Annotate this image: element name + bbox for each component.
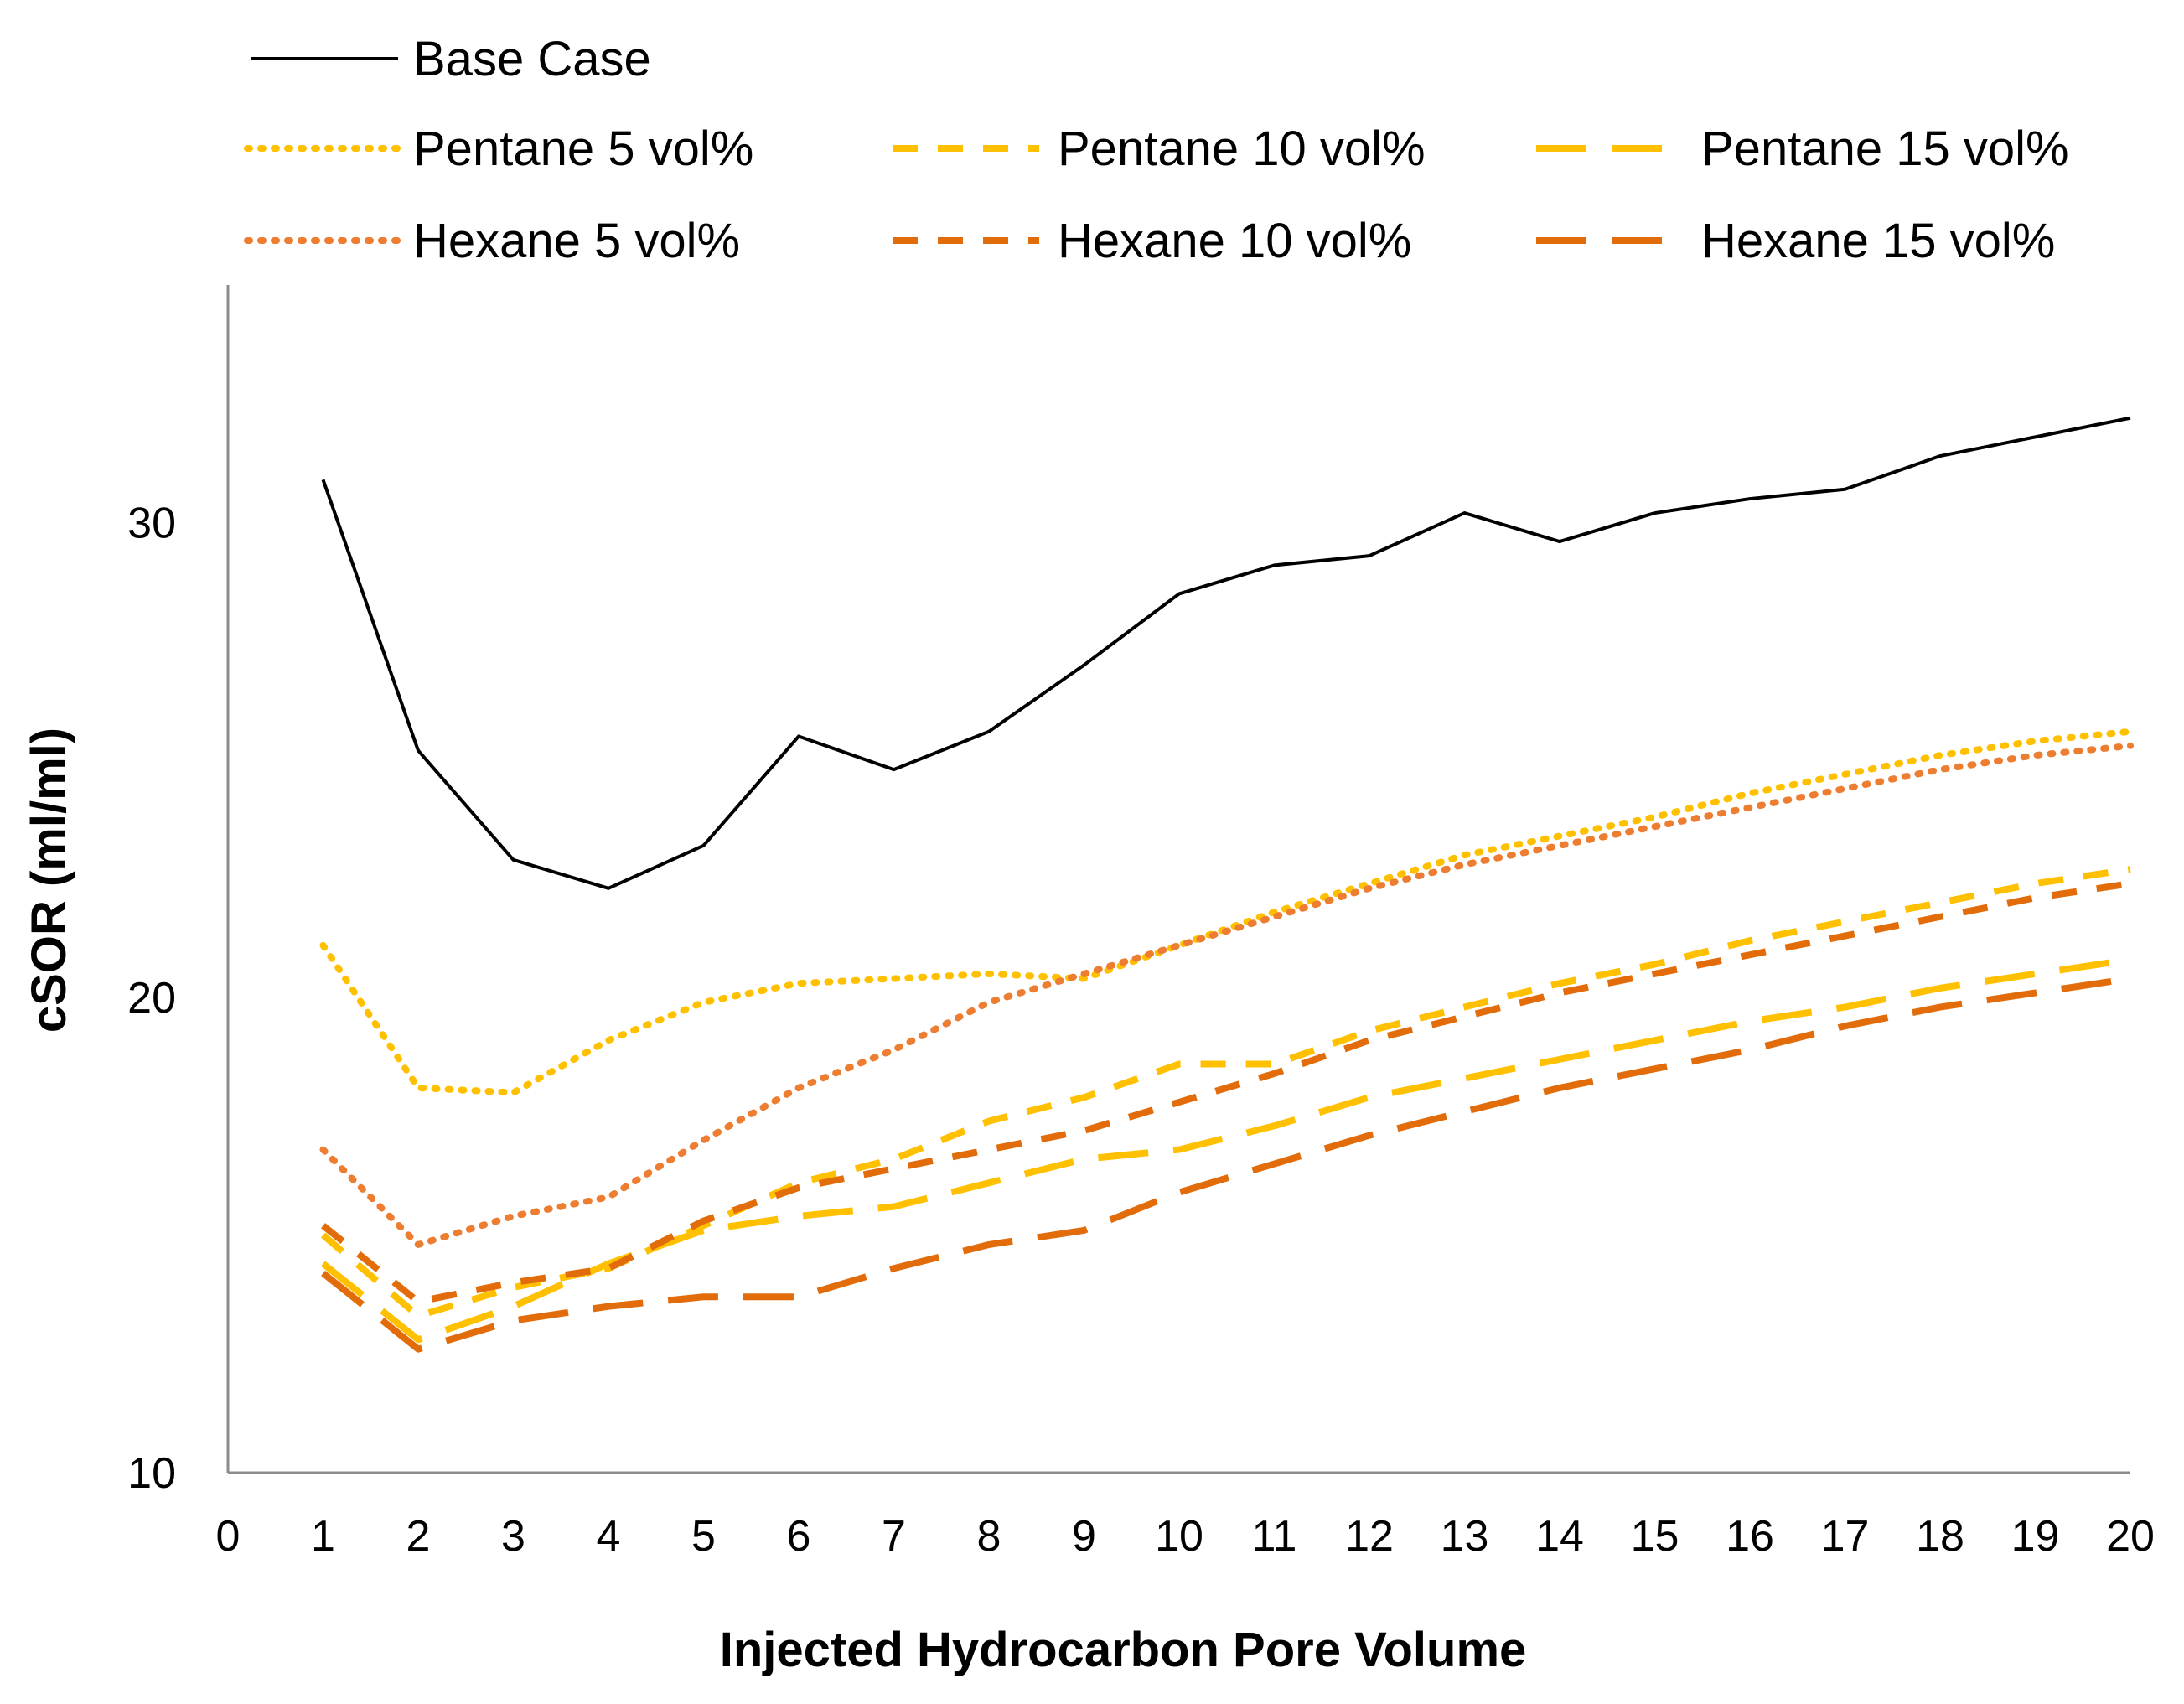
legend: Base Case Pentane 5 vol% Pentane 10 vol%…: [244, 32, 2069, 268]
series-line-base-case: [321, 416, 2131, 890]
y-axis-title: cSOR (ml/ml): [22, 728, 76, 1033]
y-tick-label: 30: [127, 499, 176, 547]
series-line-pentane-10-vol: [320, 866, 2131, 1319]
series-line-hexane-5-vol: [319, 742, 2134, 1248]
x-tick-label: 7: [882, 1512, 906, 1561]
x-tick-label: 5: [691, 1512, 716, 1561]
x-tick-label: 4: [597, 1512, 621, 1561]
x-tick-label: 20: [2106, 1512, 2155, 1561]
x-tick-label: 17: [1821, 1512, 1870, 1561]
x-tick-label: 16: [1726, 1512, 1774, 1561]
series-line-hexane-15-vol: [321, 975, 2131, 1353]
legend-label-pentane-10: Pentane 10 vol%: [1058, 122, 1426, 176]
x-tick-labels: 0 1 2 3 4 5 6 7 8 9 10 11 12 13 14 15 16 17 18 19 20: [216, 1512, 2155, 1561]
x-tick-label: 6: [787, 1512, 811, 1561]
legend-entry-pentane-15: Pentane 15 vol%: [1536, 122, 2069, 176]
series-line-pentane-5-vol: [319, 728, 2134, 1096]
y-tick-label: 20: [127, 974, 176, 1023]
x-tick-label: 8: [977, 1512, 1001, 1561]
legend-entry-hexane-15: Hexane 15 vol%: [1536, 214, 2055, 268]
x-tick-label: 11: [1252, 1512, 1297, 1561]
x-tick-label: 9: [1072, 1512, 1096, 1561]
y-tick-label: 10: [127, 1449, 176, 1498]
axes: [226, 285, 2130, 1474]
x-tick-label: 3: [501, 1512, 525, 1561]
legend-label-pentane-15: Pentane 15 vol%: [1701, 122, 2069, 176]
x-tick-label: 14: [1535, 1512, 1584, 1561]
x-tick-label: 12: [1345, 1512, 1394, 1561]
y-tick-labels: 10 20 30: [127, 499, 176, 1498]
x-axis-title: Injected Hydrocarbon Pore Volume: [720, 1623, 1527, 1677]
x-tick-label: 18: [1916, 1512, 1964, 1561]
legend-entry-hexane-5: Hexane 5 vol%: [244, 214, 740, 268]
x-tick-label: 1: [311, 1512, 335, 1561]
legend-label-hexane-5: Hexane 5 vol%: [413, 214, 740, 268]
x-tick-label: 10: [1155, 1512, 1203, 1561]
series-line-hexane-10-vol: [321, 880, 2131, 1305]
legend-entry-pentane-5: Pentane 5 vol%: [244, 122, 753, 176]
legend-entry-hexane-10: Hexane 10 vol%: [893, 214, 1411, 268]
x-tick-label: 15: [1631, 1512, 1679, 1561]
legend-label-hexane-10: Hexane 10 vol%: [1058, 214, 1411, 268]
x-tick-label: 13: [1441, 1512, 1489, 1561]
series-line-pentane-15-vol: [321, 956, 2131, 1344]
x-tick-label: 2: [406, 1512, 431, 1561]
legend-label-hexane-15: Hexane 15 vol%: [1701, 214, 2055, 268]
legend-label-pentane-5: Pentane 5 vol%: [413, 122, 753, 176]
legend-label-base-case: Base Case: [413, 32, 651, 86]
x-tick-label: 0: [216, 1512, 241, 1561]
series-lines: [319, 416, 2134, 1353]
x-tick-label: 19: [2011, 1512, 2060, 1561]
legend-entry-pentane-10: Pentane 10 vol%: [893, 122, 1426, 176]
legend-entry-base-case: Base Case: [251, 32, 651, 86]
